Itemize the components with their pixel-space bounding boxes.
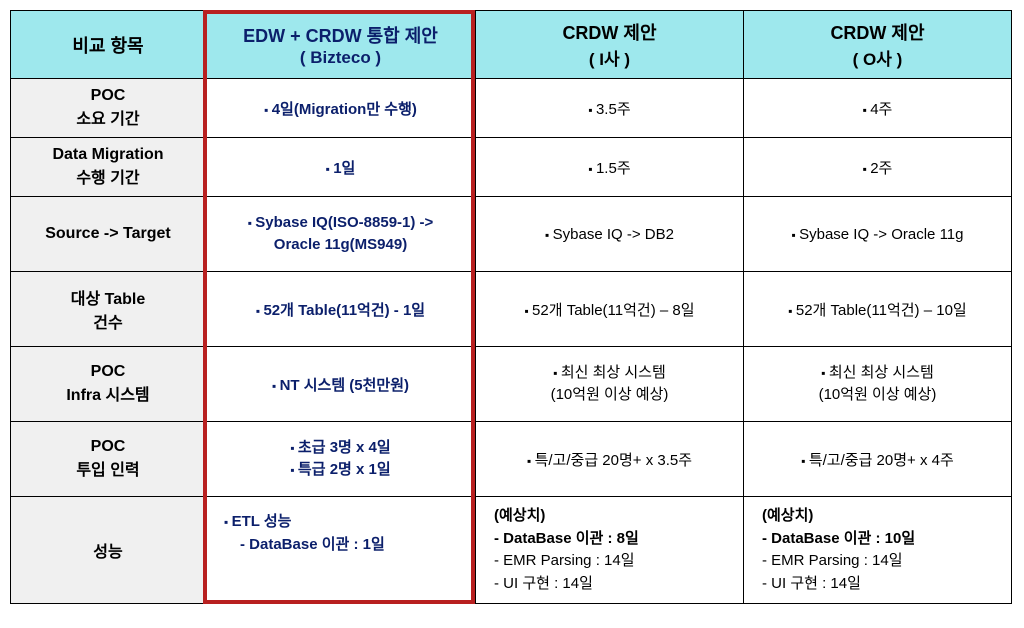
cell-value: - UI 구현 : 14일 [762,573,1001,596]
header-bizteco: EDW + CRDW 통합 제안 ( Bizteco ) [206,11,476,79]
table-row: 성능 ETL 성능 - DataBase 이관 : 1일 (예상치) - Dat… [11,497,1012,604]
cell-value: Sybase IQ(ISO-8859-1) -> [216,212,465,235]
cell-bizteco: NT 시스템 (5천만원) [206,347,476,422]
cell-value: (10억원 이상 예상) [486,384,733,407]
cell-value: 52개 Table(11억건) – 10일 [788,302,966,319]
cell-bizteco: 1일 [206,138,476,197]
row-label-line: POC [91,363,126,380]
cell-value: 4일(Migration만 수행) [264,101,417,118]
cell-bizteco: 초급 3명 x 4일 특급 2명 x 1일 [206,422,476,497]
cell-osa: 4주 [744,79,1012,138]
row-label: POC 투입 인력 [11,422,206,497]
cell-bizteco: ETL 성능 - DataBase 이관 : 1일 [206,497,476,604]
cell-value: 1.5주 [588,160,630,177]
header-compare-item: 비교 항목 [11,11,206,79]
cell-isa: (예상치) - DataBase 이관 : 8일 - EMR Parsing :… [476,497,744,604]
row-label-line: Data Migration [52,146,163,163]
cell-isa: 최신 최상 시스템 (10억원 이상 예상) [476,347,744,422]
row-label-line: Infra 시스템 [21,381,195,405]
cell-value: - UI 구현 : 14일 [494,573,733,596]
cell-value: NT 시스템 (5천만원) [272,377,409,394]
table-row: POC 투입 인력 초급 3명 x 4일 특급 2명 x 1일 특/고/중급 2… [11,422,1012,497]
table-row: POC 소요 기간 4일(Migration만 수행) 3.5주 4주 [11,79,1012,138]
cell-value: (예상치) [762,505,1001,528]
header-label: CRDW 제안 [830,23,924,43]
cell-osa: (예상치) - DataBase 이관 : 10일 - EMR Parsing … [744,497,1012,604]
row-label-line: 성능 [93,544,122,561]
cell-value: 특급 2명 x 1일 [216,459,465,482]
cell-isa: 특/고/중급 20명+ x 3.5주 [476,422,744,497]
cell-bizteco: 52개 Table(11억건) - 1일 [206,272,476,347]
table-row: Data Migration 수행 기간 1일 1.5주 2주 [11,138,1012,197]
cell-isa: 1.5주 [476,138,744,197]
header-sublabel: ( O사 ) [754,45,1001,70]
header-sublabel: ( Bizteco ) [216,48,465,68]
header-isa: CRDW 제안 ( I사 ) [476,11,744,79]
row-label-line: 건수 [21,309,195,333]
header-label: 비교 항목 [72,36,143,56]
row-label: Data Migration 수행 기간 [11,138,206,197]
row-label-line: POC [91,87,126,104]
cell-value: (예상치) [494,505,733,528]
cell-value: (10억원 이상 예상) [754,384,1001,407]
header-sublabel: ( I사 ) [486,45,733,70]
row-label-line: 대상 Table [71,291,146,308]
row-label: POC 소요 기간 [11,79,206,138]
cell-isa: Sybase IQ -> DB2 [476,197,744,272]
cell-bizteco: 4일(Migration만 수행) [206,79,476,138]
cell-value: - EMR Parsing : 14일 [494,550,733,573]
cell-value: Sybase IQ -> DB2 [545,226,674,243]
cell-value: - EMR Parsing : 14일 [762,550,1001,573]
header-label: CRDW 제안 [562,23,656,43]
cell-value: 4주 [863,101,893,118]
cell-value: 특/고/중급 20명+ x 4주 [801,452,954,469]
row-label-line: 소요 기간 [21,105,195,129]
cell-osa: 2주 [744,138,1012,197]
row-label: 대상 Table 건수 [11,272,206,347]
cell-isa: 3.5주 [476,79,744,138]
cell-value: 초급 3명 x 4일 [216,437,465,460]
cell-value: 최신 최상 시스템 [486,362,733,385]
table-header-row: 비교 항목 EDW + CRDW 통합 제안 ( Bizteco ) CRDW … [11,11,1012,79]
table-row: Source -> Target Sybase IQ(ISO-8859-1) -… [11,197,1012,272]
cell-isa: 52개 Table(11억건) – 8일 [476,272,744,347]
cell-value: 특/고/중급 20명+ x 3.5주 [527,452,692,469]
header-osa: CRDW 제안 ( O사 ) [744,11,1012,79]
cell-value: - DataBase 이관 : 10일 [762,528,1001,551]
table-row: 대상 Table 건수 52개 Table(11억건) - 1일 52개 Tab… [11,272,1012,347]
cell-osa: 최신 최상 시스템 (10억원 이상 예상) [744,347,1012,422]
row-label: 성능 [11,497,206,604]
cell-osa: 52개 Table(11억건) – 10일 [744,272,1012,347]
cell-osa: Sybase IQ -> Oracle 11g [744,197,1012,272]
row-label: Source -> Target [11,197,206,272]
cell-value: - DataBase 이관 : 8일 [494,528,733,551]
cell-value: 52개 Table(11억건) - 1일 [256,302,425,319]
cell-osa: 특/고/중급 20명+ x 4주 [744,422,1012,497]
cell-bizteco: Sybase IQ(ISO-8859-1) -> Oracle 11g(MS94… [206,197,476,272]
header-label: EDW + CRDW 통합 제안 [243,26,438,46]
cell-value: - DataBase 이관 : 1일 [224,534,465,557]
row-label: POC Infra 시스템 [11,347,206,422]
table-row: POC Infra 시스템 NT 시스템 (5천만원) 최신 최상 시스템 (1… [11,347,1012,422]
row-label-line: Source -> Target [45,225,171,242]
comparison-table-wrapper: 비교 항목 EDW + CRDW 통합 제안 ( Bizteco ) CRDW … [10,10,1010,604]
cell-value: Sybase IQ -> Oracle 11g [792,226,964,243]
cell-value: 1일 [326,160,356,177]
cell-value: 2주 [863,160,893,177]
cell-value: Oracle 11g(MS949) [216,234,465,257]
cell-value: 최신 최상 시스템 [754,362,1001,385]
cell-value: 3.5주 [588,101,630,118]
row-label-line: 투입 인력 [21,456,195,480]
cell-value: 52개 Table(11억건) – 8일 [524,302,694,319]
cell-value: ETL 성능 [224,511,465,534]
row-label-line: 수행 기간 [21,164,195,188]
comparison-table: 비교 항목 EDW + CRDW 통합 제안 ( Bizteco ) CRDW … [10,10,1012,604]
row-label-line: POC [91,438,126,455]
